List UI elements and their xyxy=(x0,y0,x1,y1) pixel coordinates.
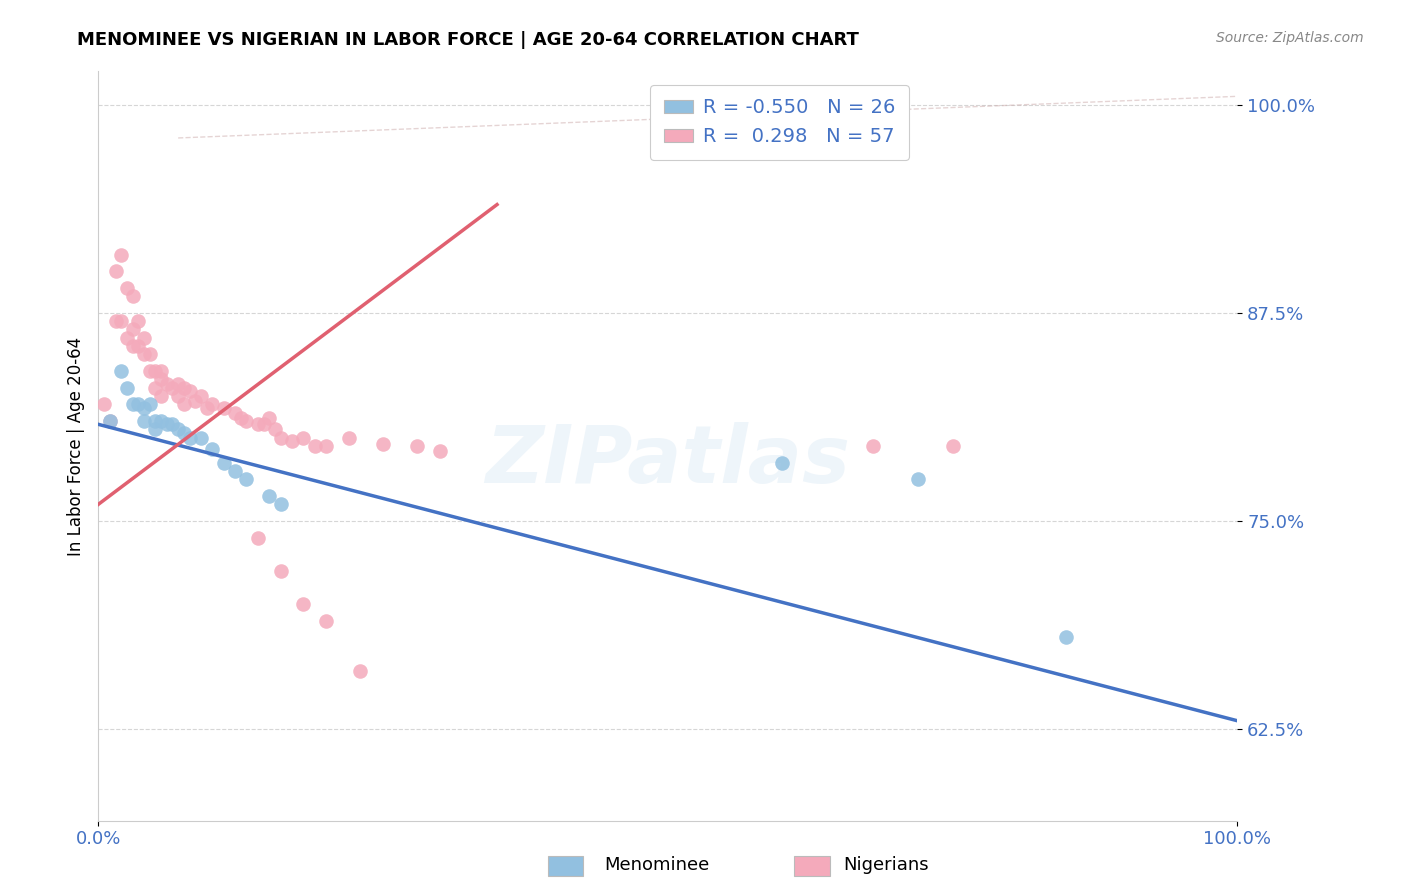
Point xyxy=(132,414,155,428)
Point xyxy=(184,394,207,409)
Text: ZIPatlas: ZIPatlas xyxy=(485,422,851,500)
Point xyxy=(212,401,235,415)
Text: MENOMINEE VS NIGERIAN IN LABOR FORCE | AGE 20-64 CORRELATION CHART: MENOMINEE VS NIGERIAN IN LABOR FORCE | A… xyxy=(77,31,859,49)
Point xyxy=(150,414,173,428)
Point xyxy=(167,377,190,392)
Point xyxy=(246,417,269,432)
Point xyxy=(98,414,121,428)
Point xyxy=(406,439,429,453)
Point xyxy=(121,289,143,303)
Point xyxy=(132,331,155,345)
Point xyxy=(224,464,246,478)
Point xyxy=(371,437,394,451)
Point xyxy=(138,364,160,378)
Point xyxy=(145,414,167,428)
Point xyxy=(270,564,292,578)
Point xyxy=(315,439,337,453)
Point xyxy=(167,389,190,403)
Point xyxy=(246,531,269,545)
Point xyxy=(104,314,127,328)
Point xyxy=(138,397,160,411)
Point xyxy=(150,389,173,403)
Point xyxy=(195,401,218,415)
Point xyxy=(259,489,281,503)
Point xyxy=(304,439,326,453)
Point xyxy=(201,442,224,457)
Point xyxy=(156,377,179,392)
Y-axis label: In Labor Force | Age 20-64: In Labor Force | Age 20-64 xyxy=(66,336,84,556)
Point xyxy=(110,314,132,328)
Point xyxy=(127,314,149,328)
Point xyxy=(98,414,121,428)
Text: Source: ZipAtlas.com: Source: ZipAtlas.com xyxy=(1216,31,1364,45)
Point xyxy=(132,347,155,361)
Text: Menominee: Menominee xyxy=(605,856,710,874)
Point xyxy=(110,364,132,378)
Point xyxy=(190,389,212,403)
Point xyxy=(179,431,201,445)
Point xyxy=(224,406,246,420)
Point xyxy=(229,410,252,425)
Point xyxy=(190,431,212,445)
Point xyxy=(121,322,143,336)
Point xyxy=(315,614,337,628)
Point xyxy=(104,264,127,278)
Point xyxy=(429,444,451,458)
Point xyxy=(349,664,371,678)
Point xyxy=(173,381,195,395)
Point xyxy=(770,456,793,470)
Point xyxy=(110,247,132,261)
Point xyxy=(862,439,884,453)
Point xyxy=(252,417,274,432)
Point xyxy=(115,281,138,295)
Point xyxy=(1054,631,1078,645)
Point xyxy=(942,439,965,453)
Point xyxy=(212,456,235,470)
Point xyxy=(281,434,304,448)
Point xyxy=(270,431,292,445)
Point xyxy=(162,417,184,432)
Point xyxy=(145,364,167,378)
Point xyxy=(121,397,143,411)
Legend: R = -0.550   N = 26, R =  0.298   N = 57: R = -0.550 N = 26, R = 0.298 N = 57 xyxy=(650,85,908,160)
Point xyxy=(292,431,315,445)
Point xyxy=(292,597,315,611)
Point xyxy=(235,414,257,428)
Point xyxy=(150,364,173,378)
Point xyxy=(121,339,143,353)
Point xyxy=(145,422,167,436)
Point xyxy=(173,425,195,440)
Point xyxy=(127,339,149,353)
Point xyxy=(127,397,149,411)
Point xyxy=(156,417,179,432)
Point xyxy=(145,381,167,395)
Point xyxy=(270,497,292,511)
Point xyxy=(201,397,224,411)
Point xyxy=(337,431,360,445)
Point xyxy=(93,397,115,411)
Text: Nigerians: Nigerians xyxy=(844,856,929,874)
Point xyxy=(264,422,287,436)
Point xyxy=(150,372,173,386)
Point xyxy=(173,397,195,411)
Point xyxy=(115,381,138,395)
Point xyxy=(235,472,257,486)
Point xyxy=(115,331,138,345)
Point xyxy=(162,381,184,395)
Point xyxy=(259,410,281,425)
Point xyxy=(138,347,160,361)
Point xyxy=(132,401,155,415)
Point xyxy=(907,472,929,486)
Point xyxy=(167,422,190,436)
Point xyxy=(179,384,201,398)
